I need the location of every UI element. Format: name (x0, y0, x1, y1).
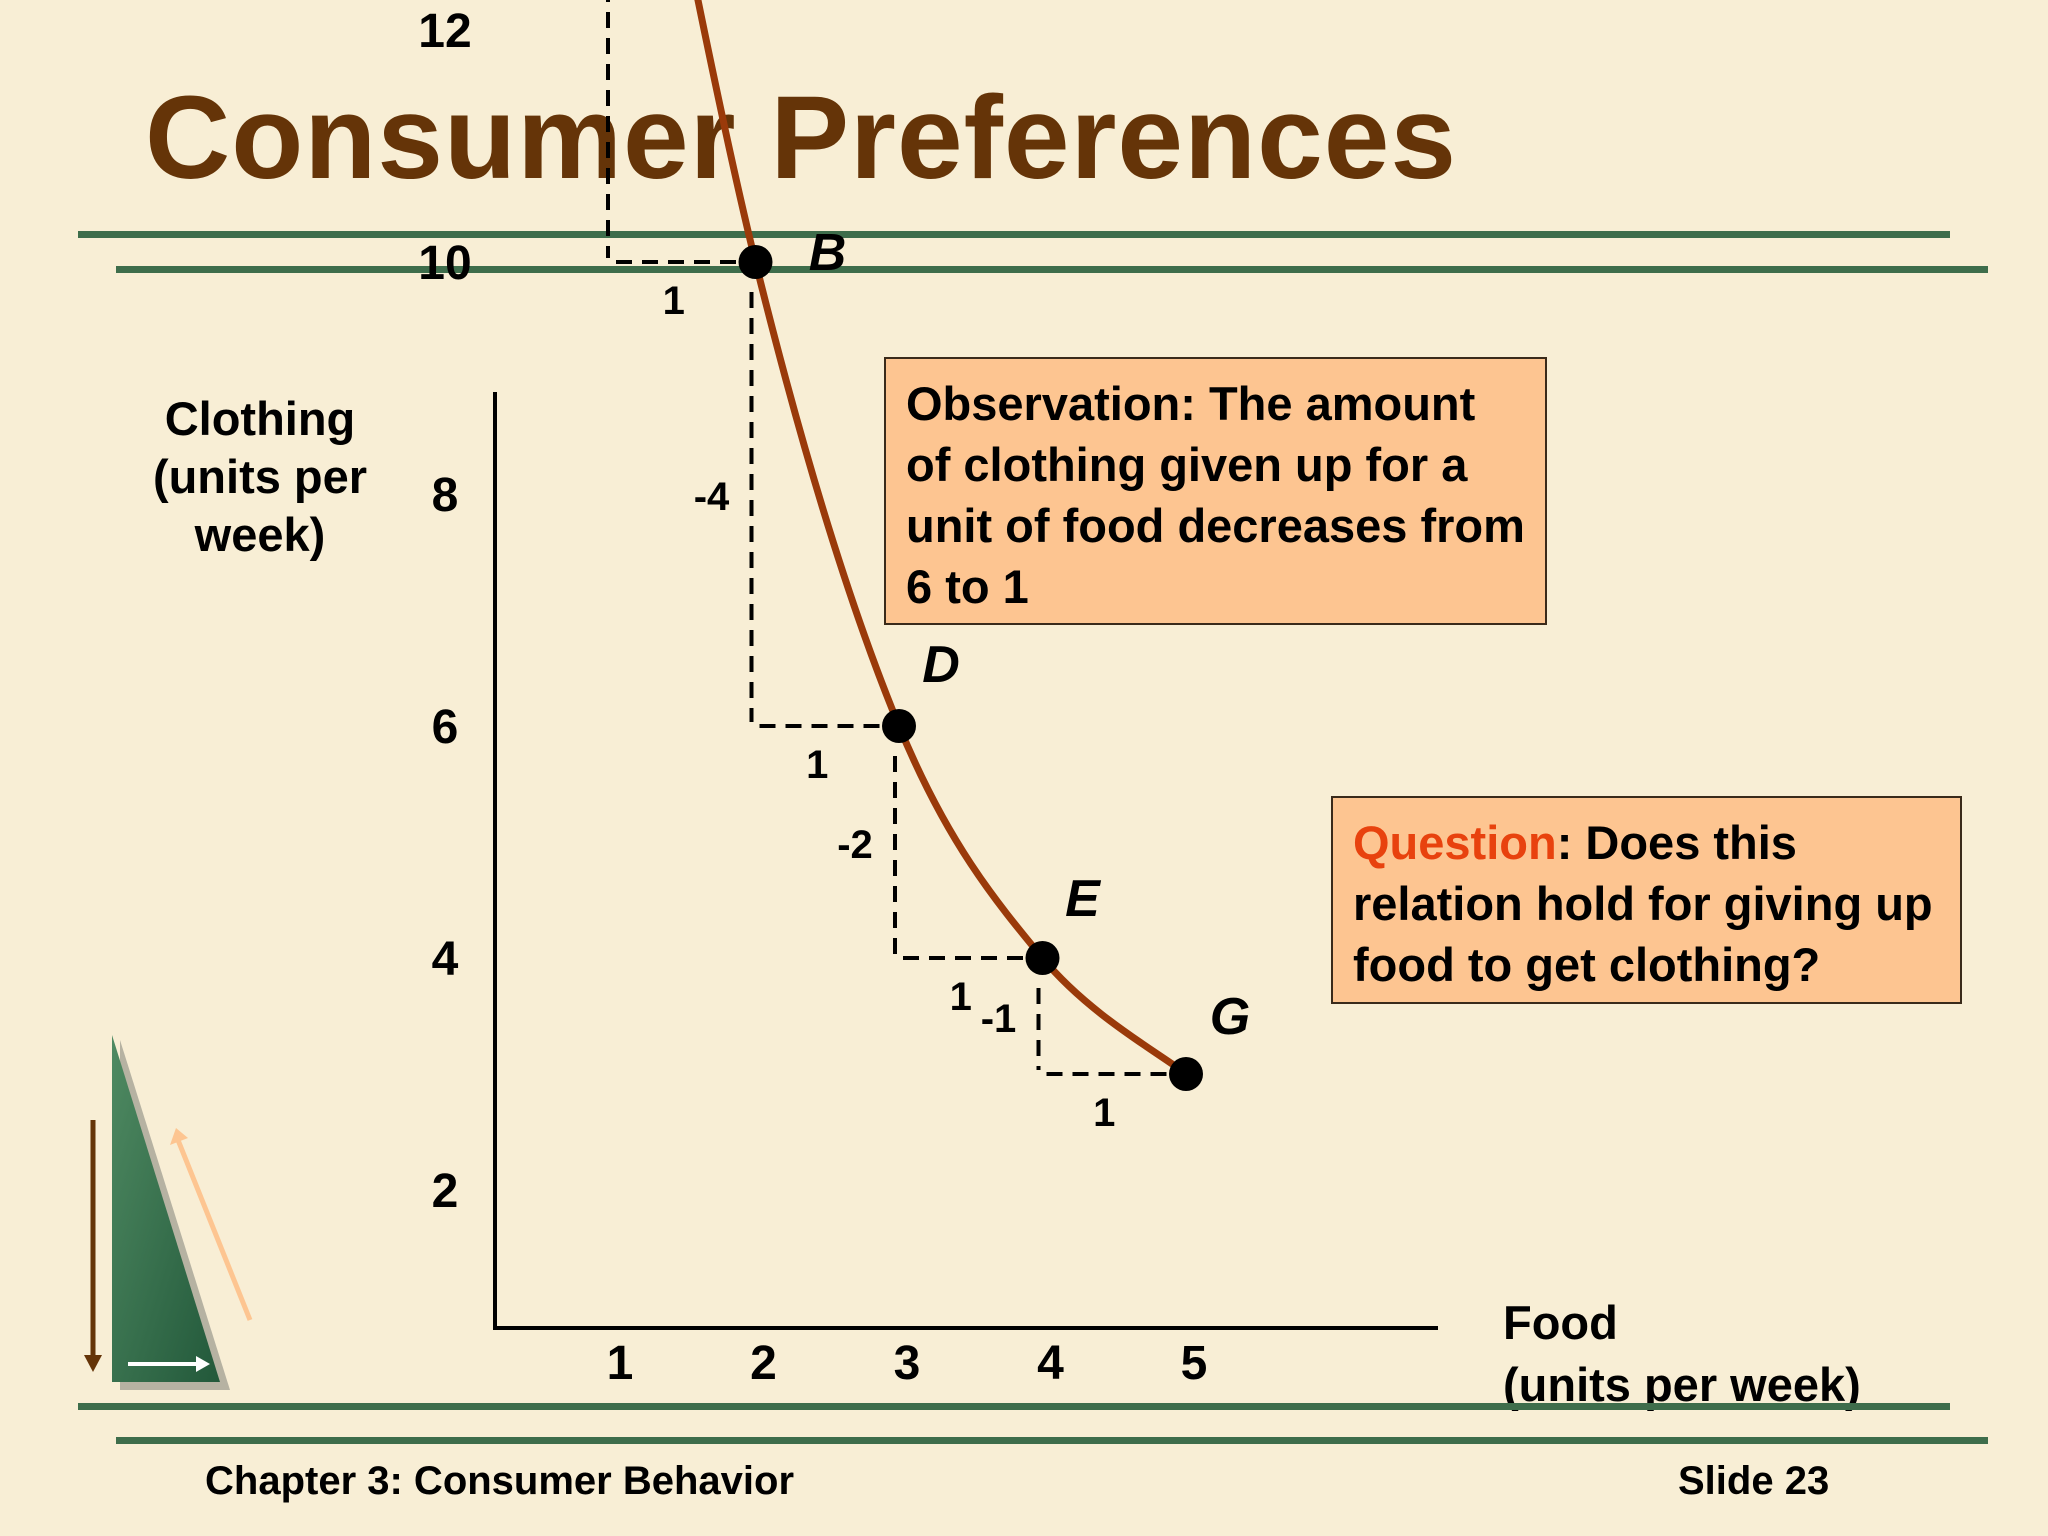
point-e (1025, 941, 1060, 975)
triangle-arrows-logo-icon (84, 1035, 253, 1390)
y-tick-label-10: 10 (418, 237, 471, 290)
question-text: : Does this relation hold for giving up … (1353, 816, 1933, 991)
footer-chapter: Chapter 3: Consumer Behavior (205, 1459, 795, 1503)
step-dy-label-2: -4 (694, 475, 730, 519)
y-axis-label: Clothing (units per week) (152, 392, 368, 561)
observation-text: Observation: The amount of clothing give… (906, 377, 1525, 613)
question-box: Question: Does this relation hold for gi… (1331, 796, 1962, 1004)
x-tick-label-3: 3 (894, 1337, 921, 1390)
step-dy-label-4: -1 (981, 997, 1017, 1041)
point-label-e: E (1065, 870, 1101, 928)
x-axis-label-line-1: Food (1503, 1296, 1618, 1349)
x-axis-label: Food (units per week) (1503, 1292, 1861, 1416)
point-b (738, 245, 773, 279)
point-g (1169, 1057, 1203, 1091)
y-tick-label-6: 6 (432, 701, 459, 754)
point-label-g: G (1210, 988, 1250, 1046)
step-dx-label-4: 1 (1093, 1091, 1115, 1135)
x-tick-label-5: 5 (1181, 1337, 1208, 1390)
y-tick-label-2: 2 (432, 1165, 459, 1218)
observation-box: Observation: The amount of clothing give… (884, 357, 1547, 625)
x-axis-label-line-2: (units per week) (1503, 1358, 1861, 1411)
point-label-d: D (922, 636, 960, 694)
top-rule-2 (116, 266, 1988, 273)
step-dx-label-3: 1 (950, 975, 972, 1019)
y-tick-label-12: 12 (418, 5, 471, 58)
x-tick-label-1: 1 (607, 1337, 634, 1390)
bottom-rule-1 (78, 1403, 1950, 1410)
top-rule-1 (78, 231, 1950, 238)
step-dx-label-2: 1 (806, 743, 828, 787)
question-label: Question (1353, 816, 1557, 869)
slide-title: Consumer Preferences (145, 72, 1458, 204)
step-dx-label-1: 1 (663, 279, 685, 323)
step-dy-label-3: -2 (837, 823, 873, 867)
x-tick-label-2: 2 (750, 1337, 777, 1390)
point-label-b: B (809, 224, 847, 282)
y-tick-label-4: 4 (432, 933, 459, 986)
point-d (882, 709, 916, 743)
footer-slide-number: Slide 23 (1678, 1459, 1830, 1503)
bottom-rule-2 (116, 1437, 1988, 1444)
y-tick-label-8: 8 (432, 469, 459, 522)
x-tick-label-4: 4 (1037, 1337, 1064, 1390)
